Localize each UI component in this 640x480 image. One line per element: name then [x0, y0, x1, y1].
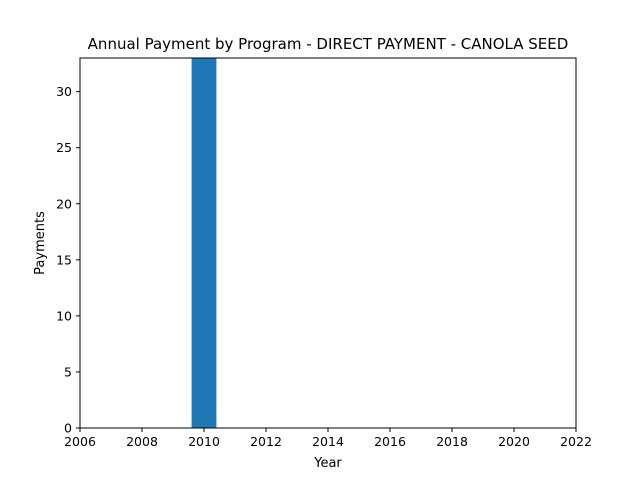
y-tick-label-10: 10 [56, 308, 72, 323]
y-tick-label-25: 25 [56, 140, 72, 155]
plot-area [79, 57, 577, 429]
y-tick-label-15: 15 [56, 252, 72, 267]
x-tick-label-2010: 2010 [188, 434, 220, 449]
x-axis-label: Year [313, 456, 342, 471]
x-axis: 2006 2008 2010 2012 2014 2016 2018 2020 2022 [64, 428, 592, 449]
x-tick-label-2018: 2018 [436, 434, 468, 449]
x-tick-label-2006: 2006 [64, 434, 96, 449]
y-tick-label-5: 5 [64, 364, 72, 379]
plot-background [80, 58, 576, 428]
x-tick-label-2016: 2016 [374, 434, 406, 449]
y-axis-label: Payments [33, 211, 48, 275]
x-tick-label-2012: 2012 [250, 434, 282, 449]
y-tick-label-30: 30 [56, 84, 72, 99]
bars [191, 58, 217, 428]
chart-title: Annual Payment by Program - DIRECT PAYME… [88, 35, 569, 53]
y-tick-label-0: 0 [64, 421, 72, 436]
x-tick-label-2014: 2014 [312, 434, 344, 449]
x-tick-label-2022: 2022 [560, 434, 592, 449]
bar-2010 [191, 58, 217, 428]
y-axis: 0 5 10 15 20 25 30 [56, 84, 80, 436]
x-tick-label-2008: 2008 [126, 434, 158, 449]
y-tick-label-20: 20 [56, 196, 72, 211]
x-tick-label-2020: 2020 [498, 434, 530, 449]
